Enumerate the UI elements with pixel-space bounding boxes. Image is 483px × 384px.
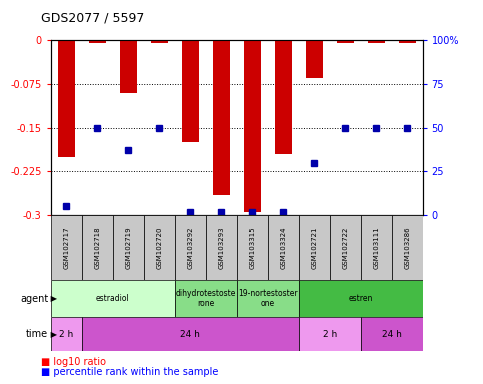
Bar (298, 215, 329, 280)
Bar (82, 317, 298, 351)
Bar (398, 40, 416, 43)
Text: 24 h: 24 h (382, 329, 401, 339)
Bar (306, 40, 323, 78)
Bar (268, 215, 298, 280)
Text: GSM103315: GSM103315 (249, 226, 255, 269)
Bar (298, 280, 423, 317)
Bar (298, 317, 361, 351)
Bar (175, 215, 206, 280)
Bar (243, 40, 261, 212)
Text: 2 h: 2 h (323, 329, 337, 339)
Text: GSM103293: GSM103293 (218, 226, 224, 269)
Bar (237, 280, 298, 317)
Bar (182, 40, 199, 142)
Bar (361, 317, 423, 351)
Text: GSM102722: GSM102722 (342, 227, 348, 269)
Text: GSM102718: GSM102718 (94, 226, 100, 269)
Text: GSM102721: GSM102721 (311, 227, 317, 269)
Bar (51, 280, 175, 317)
Text: estradiol: estradiol (96, 294, 129, 303)
Bar (51, 317, 82, 351)
Text: GSM102720: GSM102720 (156, 227, 162, 269)
Bar (368, 40, 384, 43)
Bar (151, 40, 168, 43)
Bar (237, 215, 268, 280)
Bar (275, 40, 292, 154)
Text: ■ log10 ratio: ■ log10 ratio (41, 357, 106, 367)
Bar (144, 215, 175, 280)
Text: dihydrotestoste
rone: dihydrotestoste rone (175, 289, 236, 308)
Bar (329, 215, 361, 280)
Bar (82, 215, 113, 280)
Text: ■ percentile rank within the sample: ■ percentile rank within the sample (41, 367, 218, 377)
Text: GSM102719: GSM102719 (125, 226, 131, 269)
Text: GSM102717: GSM102717 (63, 226, 69, 269)
Text: time: time (26, 329, 48, 339)
Bar (206, 215, 237, 280)
Text: estren: estren (348, 294, 373, 303)
Text: GSM103292: GSM103292 (187, 227, 193, 269)
Text: GDS2077 / 5597: GDS2077 / 5597 (41, 12, 144, 25)
Text: GSM103286: GSM103286 (404, 226, 410, 269)
Text: 24 h: 24 h (180, 329, 200, 339)
Text: 19-nortestoster
one: 19-nortestoster one (238, 289, 298, 308)
Bar (361, 215, 392, 280)
Bar (392, 215, 423, 280)
Text: GSM103324: GSM103324 (280, 227, 286, 269)
Bar (175, 280, 237, 317)
Text: ▶: ▶ (48, 294, 57, 303)
Bar (89, 40, 106, 43)
Bar (120, 40, 137, 93)
Bar (337, 40, 354, 43)
Text: ▶: ▶ (48, 329, 57, 339)
Bar (113, 215, 144, 280)
Bar (57, 40, 75, 157)
Bar (213, 40, 230, 195)
Text: 2 h: 2 h (59, 329, 73, 339)
Bar (51, 215, 82, 280)
Text: agent: agent (20, 293, 48, 304)
Text: GSM103111: GSM103111 (373, 226, 379, 269)
